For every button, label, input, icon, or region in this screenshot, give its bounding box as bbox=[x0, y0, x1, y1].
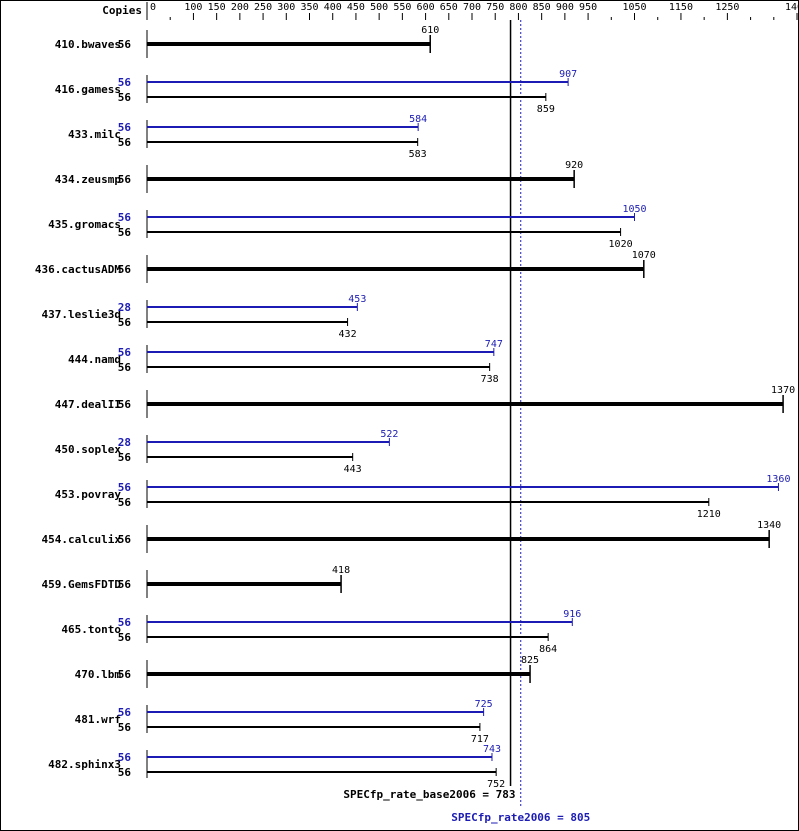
base-value-label: 1370 bbox=[771, 385, 795, 396]
tick-label: 250 bbox=[254, 2, 272, 13]
base-value-label: 1340 bbox=[757, 520, 781, 531]
tick-label: 0 bbox=[150, 2, 156, 13]
peak-copies: 28 bbox=[118, 301, 131, 314]
tick-label: 1150 bbox=[669, 2, 693, 13]
benchmark-label: 470.lbm bbox=[75, 668, 122, 681]
base-copies: 56 bbox=[118, 496, 132, 509]
peak-value-label: 725 bbox=[475, 699, 493, 710]
tick-label: 200 bbox=[231, 2, 249, 13]
base-copies: 56 bbox=[118, 91, 132, 104]
tick-label: 450 bbox=[347, 2, 365, 13]
tick-label: 100 bbox=[184, 2, 202, 13]
base-copies: 56 bbox=[118, 263, 132, 276]
benchmark-label: 416.gamess bbox=[55, 83, 121, 96]
base-value-label: 738 bbox=[481, 374, 499, 385]
peak-copies: 56 bbox=[118, 616, 132, 629]
base-copies: 56 bbox=[118, 38, 132, 51]
base-value-label: 1020 bbox=[609, 239, 633, 250]
peak-copies: 56 bbox=[118, 76, 132, 89]
base-value-label: 752 bbox=[487, 779, 505, 790]
benchmark-label: 435.gromacs bbox=[48, 218, 121, 231]
tick-label: 1400 bbox=[785, 2, 799, 13]
base-value-label: 1210 bbox=[697, 509, 721, 520]
benchmark-label: 453.povray bbox=[55, 488, 122, 501]
base-value-label: 418 bbox=[332, 565, 350, 576]
benchmark-label: 454.calculix bbox=[42, 533, 122, 546]
tick-label: 1250 bbox=[715, 2, 739, 13]
peak-copies: 28 bbox=[118, 436, 131, 449]
base-value-label: 864 bbox=[539, 644, 557, 655]
peak-copies: 56 bbox=[118, 211, 132, 224]
base-value-label: 1070 bbox=[632, 250, 656, 261]
benchmark-label: 459.GemsFDTD bbox=[42, 578, 122, 591]
peak-value-label: 916 bbox=[563, 609, 581, 620]
benchmark-label: 434.zeusmp bbox=[55, 173, 122, 186]
base-value-label: 610 bbox=[421, 25, 439, 36]
base-value-label: 432 bbox=[339, 329, 357, 340]
base-value-label: 920 bbox=[565, 160, 583, 171]
benchmark-label: 433.milc bbox=[68, 128, 121, 141]
peak-value-label: 907 bbox=[559, 69, 577, 80]
benchmark-label: 437.leslie3d bbox=[42, 308, 121, 321]
benchmark-label: 481.wrf bbox=[75, 713, 121, 726]
tick-label: 400 bbox=[324, 2, 342, 13]
base-copies: 56 bbox=[118, 578, 132, 591]
tick-label: 650 bbox=[440, 2, 458, 13]
base-copies: 56 bbox=[118, 451, 132, 464]
benchmark-label: 444.namd bbox=[68, 353, 121, 366]
peak-value-label: 743 bbox=[483, 744, 501, 755]
benchmark-label: 436.cactusADM bbox=[35, 263, 121, 276]
tick-label: 800 bbox=[509, 2, 527, 13]
benchmark-label: 447.dealII bbox=[55, 398, 121, 411]
benchmark-label: 410.bwaves bbox=[55, 38, 121, 51]
peak-copies: 56 bbox=[118, 346, 132, 359]
tick-label: 850 bbox=[533, 2, 551, 13]
tick-label: 700 bbox=[463, 2, 481, 13]
peak-value-label: 584 bbox=[409, 114, 427, 125]
peak-copies: 56 bbox=[118, 706, 132, 719]
peak-value-label: 1360 bbox=[766, 474, 790, 485]
base-copies: 56 bbox=[118, 533, 132, 546]
tick-label: 600 bbox=[417, 2, 435, 13]
base-value-label: 443 bbox=[344, 464, 362, 475]
base-copies: 56 bbox=[118, 226, 132, 239]
base-value-label: 859 bbox=[537, 104, 555, 115]
peak-value-label: 1050 bbox=[622, 204, 646, 215]
tick-label: 750 bbox=[486, 2, 504, 13]
tick-label: 500 bbox=[370, 2, 388, 13]
base-copies: 56 bbox=[118, 136, 132, 149]
base-reference-label: SPECfp_rate_base2006 = 783 bbox=[343, 788, 515, 801]
base-copies: 56 bbox=[118, 316, 132, 329]
benchmark-label: 482.sphinx3 bbox=[48, 758, 121, 771]
copies-header: Copies bbox=[102, 4, 142, 17]
base-copies: 56 bbox=[118, 173, 132, 186]
benchmark-label: 465.tonto bbox=[61, 623, 121, 636]
tick-label: 1050 bbox=[622, 2, 646, 13]
base-value-label: 717 bbox=[471, 734, 489, 745]
tick-label: 300 bbox=[277, 2, 295, 13]
peak-value-label: 453 bbox=[348, 294, 366, 305]
tick-label: 950 bbox=[579, 2, 597, 13]
base-copies: 56 bbox=[118, 766, 132, 779]
tick-label: 350 bbox=[300, 2, 318, 13]
tick-label: 150 bbox=[208, 2, 226, 13]
peak-copies: 56 bbox=[118, 481, 132, 494]
benchmark-label: 450.soplex bbox=[55, 443, 122, 456]
peak-copies: 56 bbox=[118, 121, 132, 134]
peak-copies: 56 bbox=[118, 751, 132, 764]
peak-reference-label: SPECfp_rate2006 = 805 bbox=[451, 811, 590, 824]
base-value-label: 583 bbox=[409, 149, 427, 160]
base-copies: 56 bbox=[118, 361, 132, 374]
peak-value-label: 747 bbox=[485, 339, 503, 350]
tick-label: 550 bbox=[393, 2, 411, 13]
base-copies: 56 bbox=[118, 668, 132, 681]
peak-value-label: 522 bbox=[380, 429, 398, 440]
base-copies: 56 bbox=[118, 398, 132, 411]
tick-label: 900 bbox=[556, 2, 574, 13]
base-copies: 56 bbox=[118, 631, 132, 644]
base-copies: 56 bbox=[118, 721, 132, 734]
base-value-label: 825 bbox=[521, 655, 539, 666]
